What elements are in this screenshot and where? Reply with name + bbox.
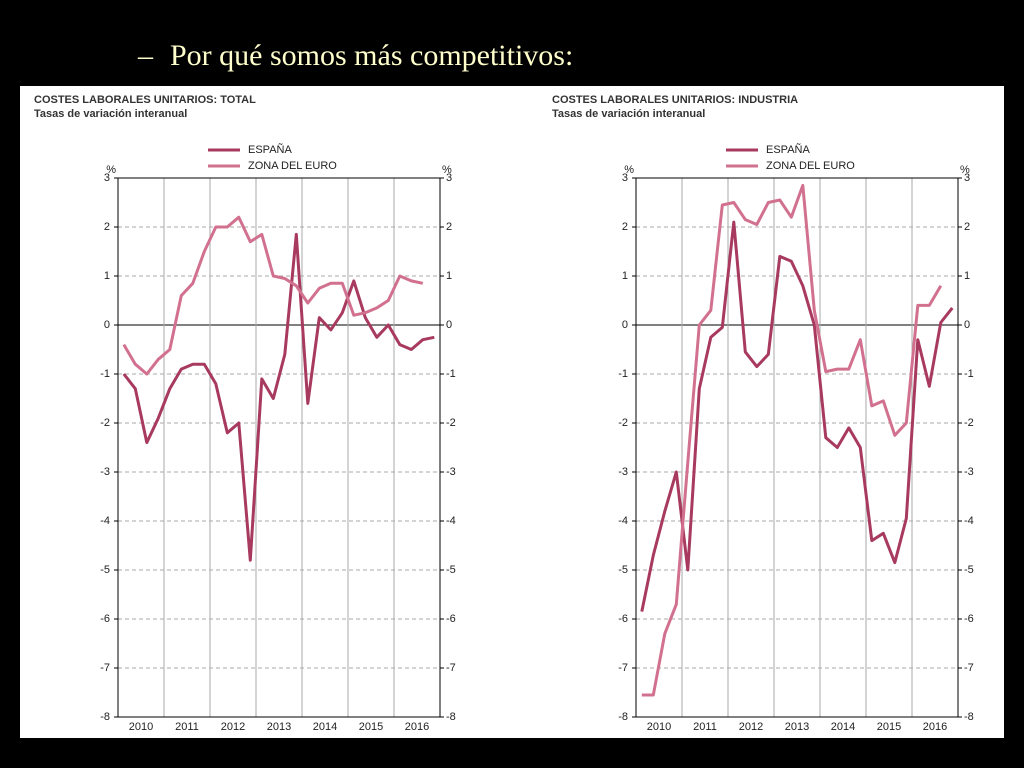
y2-tick-label: -3 <box>964 466 974 478</box>
y2-tick-label: -7 <box>446 662 456 674</box>
y2-tick-label: -3 <box>446 466 456 478</box>
x-tick-label: 2014 <box>313 721 337 733</box>
y-tick-label: -1 <box>100 368 110 380</box>
x-tick-label: 2012 <box>221 721 245 733</box>
series-line <box>122 232 435 562</box>
y-tick-label: 3 <box>104 172 110 184</box>
y2-tick-label: 0 <box>446 319 452 331</box>
y2-tick-label: -2 <box>964 417 974 429</box>
y2-tick-label: 2 <box>446 221 452 233</box>
y-tick-label: -6 <box>100 613 110 625</box>
y-unit: % <box>106 164 116 176</box>
y-tick-label: 0 <box>622 319 628 331</box>
x-tick-label: 2013 <box>267 721 291 733</box>
y-tick-label: 1 <box>622 270 628 282</box>
chart-panel <box>20 86 1004 738</box>
x-tick-label: 2016 <box>405 721 429 733</box>
y2-tick-label: -8 <box>446 711 456 723</box>
y-tick-label: 1 <box>104 270 110 282</box>
chart-title: COSTES LABORALES UNITARIOS: TOTAL <box>34 94 256 106</box>
y-tick-label: -3 <box>100 466 110 478</box>
x-tick-label: 2015 <box>877 721 901 733</box>
chart-subtitle: Tasas de variación interanual <box>552 108 705 120</box>
y2-tick-label: 1 <box>964 270 970 282</box>
y2-tick-label: 0 <box>964 319 970 331</box>
y2-tick-label: -6 <box>964 613 974 625</box>
x-tick-label: 2013 <box>785 721 809 733</box>
y-tick-label: -7 <box>618 662 628 674</box>
y2-tick-label: -5 <box>964 564 974 576</box>
y2-tick-label: -7 <box>964 662 974 674</box>
legend-label: ESPAÑA <box>766 143 810 156</box>
y-tick-label: -8 <box>100 711 110 723</box>
y-tick-label: -6 <box>618 613 628 625</box>
y-tick-label: -4 <box>618 515 628 527</box>
y-tick-label: -3 <box>618 466 628 478</box>
y2-tick-label: 2 <box>964 221 970 233</box>
chart-title: COSTES LABORALES UNITARIOS: INDUSTRIA <box>552 94 798 106</box>
legend-label: ESPAÑA <box>248 143 292 156</box>
y2-tick-label: -8 <box>964 711 974 723</box>
plot-frame <box>117 177 441 718</box>
y-tick-label: -2 <box>618 417 628 429</box>
chart-subtitle: Tasas de variación interanual <box>34 108 187 120</box>
x-tick-label: 2012 <box>739 721 763 733</box>
x-tick-label: 2014 <box>831 721 855 733</box>
plot-frame <box>635 177 959 718</box>
y-tick-label: 2 <box>622 221 628 233</box>
y-tick-label: -1 <box>618 368 628 380</box>
slide-title: Por qué somos más competitivos: <box>170 39 573 72</box>
y-tick-label: 3 <box>622 172 628 184</box>
y-tick-label: -4 <box>100 515 110 527</box>
series-line <box>641 183 943 697</box>
y2-tick-label: 3 <box>446 172 452 184</box>
y2-unit: % <box>442 164 452 176</box>
y-tick-label: -5 <box>618 564 628 576</box>
x-tick-label: 2011 <box>175 721 199 733</box>
series-line <box>122 215 424 376</box>
x-tick-label: 2016 <box>923 721 947 733</box>
y-unit: % <box>624 164 634 176</box>
y2-tick-label: -2 <box>446 417 456 429</box>
x-tick-label: 2015 <box>359 721 383 733</box>
y2-tick-label: -6 <box>446 613 456 625</box>
y2-tick-label: -1 <box>446 368 456 380</box>
bullet: – <box>137 39 154 72</box>
y2-tick-label: -4 <box>964 515 974 527</box>
y-tick-label: 2 <box>104 221 110 233</box>
series-line <box>640 220 954 612</box>
y2-tick-label: -4 <box>446 515 456 527</box>
y-tick-label: -2 <box>100 417 110 429</box>
y-tick-label: -5 <box>100 564 110 576</box>
y2-unit: % <box>960 164 970 176</box>
y-tick-label: -8 <box>618 711 628 723</box>
y-tick-label: 0 <box>104 319 110 331</box>
y2-tick-label: -1 <box>964 368 974 380</box>
y-tick-label: -7 <box>100 662 110 674</box>
y2-tick-label: 3 <box>964 172 970 184</box>
legend-label: ZONA DEL EURO <box>766 160 855 172</box>
x-tick-label: 2010 <box>647 721 671 733</box>
x-tick-label: 2010 <box>129 721 153 733</box>
x-tick-label: 2011 <box>693 721 717 733</box>
y2-tick-label: 1 <box>446 270 452 282</box>
y2-tick-label: -5 <box>446 564 456 576</box>
legend-label: ZONA DEL EURO <box>248 160 337 172</box>
